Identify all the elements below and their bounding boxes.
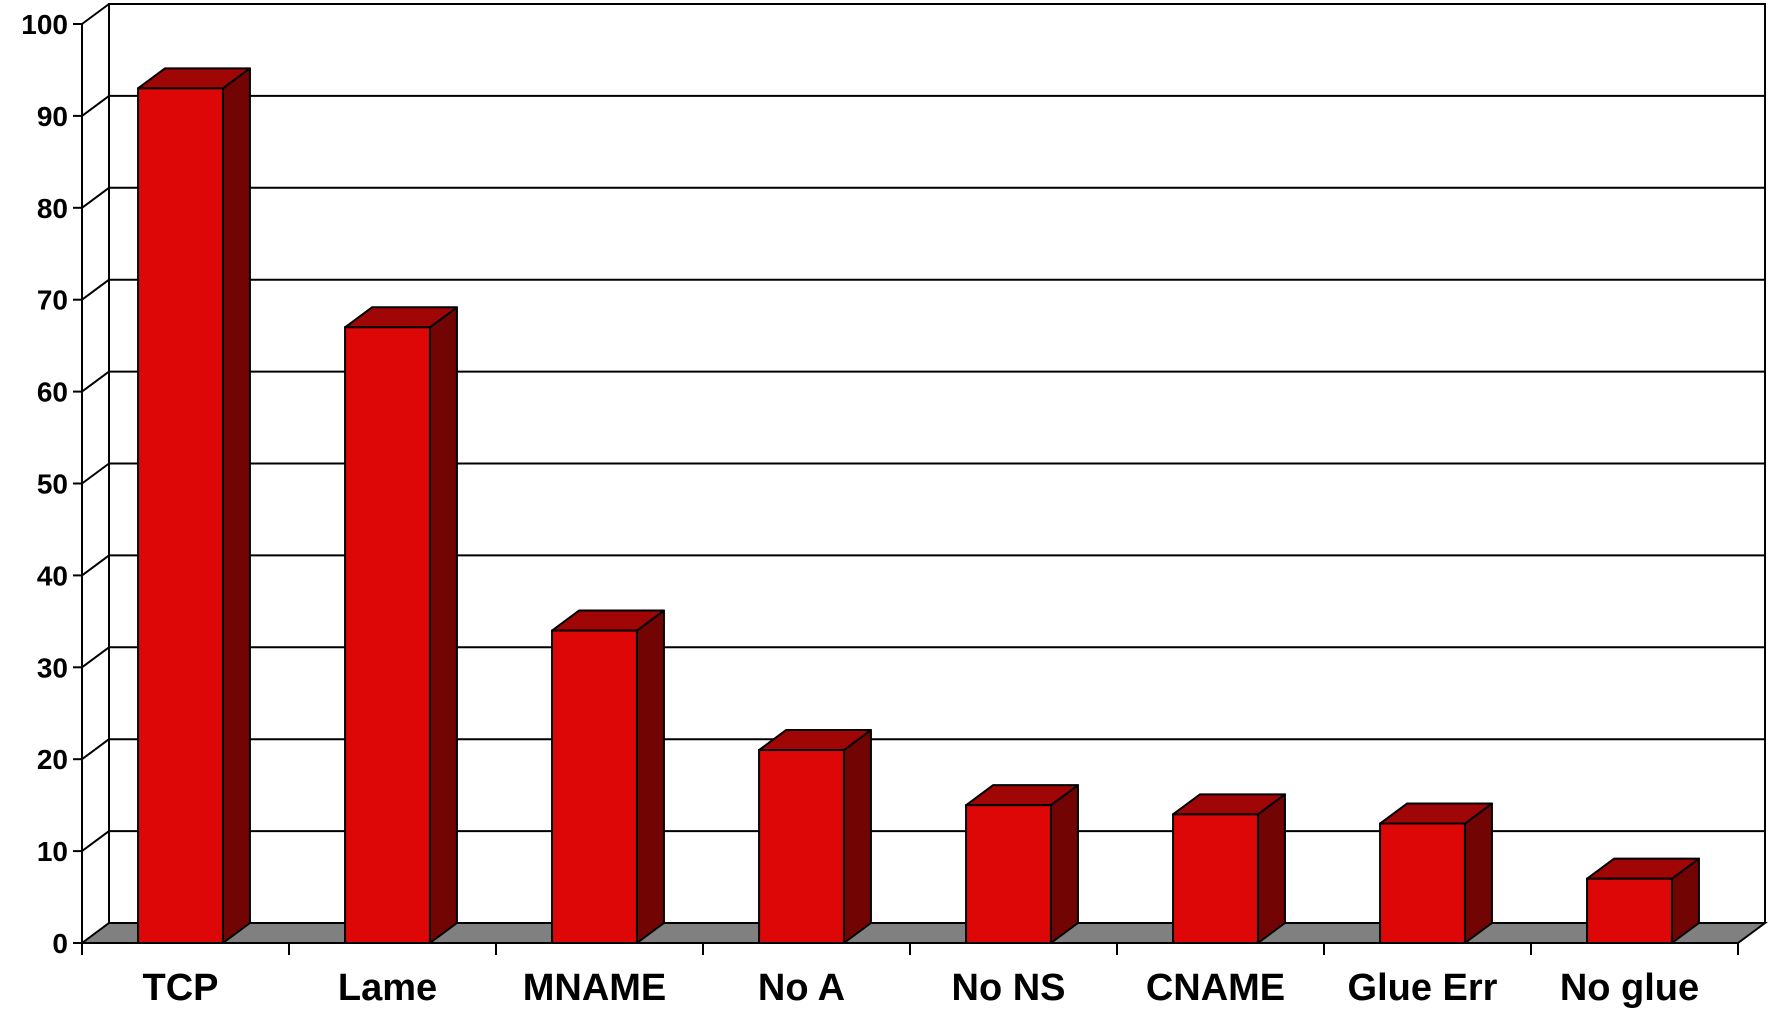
bar-no-ns [965, 784, 1079, 945]
x-axis-labels: TCP Lame MNAME No A No NS CNAME Glue Err No glu… [81, 943, 1739, 1009]
bar-front-face [1172, 813, 1259, 945]
bar-side-face [221, 67, 251, 944]
bar-front-face [758, 749, 845, 945]
side-gridline-30 [81, 646, 110, 669]
bar-front-face [1586, 877, 1673, 944]
x-label-mname: MNAME [523, 967, 667, 1009]
y-tick-label-10: 10 [37, 836, 68, 867]
bar-front-face [551, 629, 638, 944]
x-label-glue-err: Glue Err [1348, 967, 1498, 1009]
bar-lame [344, 306, 458, 944]
side-gridline-50 [81, 462, 110, 485]
y-tick-label-80: 80 [37, 193, 68, 224]
x-label-lame: Lame [338, 967, 437, 1009]
side-gridline-80 [81, 186, 110, 209]
x-label-no-a: No A [758, 967, 845, 1009]
y-tick-label-40: 40 [37, 560, 68, 591]
y-tick-label-70: 70 [37, 285, 68, 316]
bar-side-face [842, 729, 872, 944]
x-label-tcp: TCP [143, 967, 219, 1009]
y-tick-label-100: 100 [21, 9, 68, 40]
y-tick-label-90: 90 [37, 101, 68, 132]
bar-side-face [428, 306, 458, 944]
bars [137, 67, 1700, 945]
side-gridline-70 [81, 278, 110, 301]
x-label-no-glue: No glue [1560, 967, 1699, 1009]
bar-side-face [635, 609, 665, 944]
bar-front-face [137, 87, 224, 944]
side-gridline-100 [81, 3, 110, 25]
bar-side-face [1049, 784, 1079, 944]
y-tick-label-0: 0 [52, 928, 68, 959]
floor-plane [78, 922, 1769, 944]
bar-front-face [344, 326, 431, 944]
side-gridline-40 [81, 554, 110, 577]
side-gridline-60 [81, 370, 110, 393]
bar-side-face [1256, 793, 1286, 944]
bar-no-glue [1586, 857, 1700, 944]
bar-front-face [1379, 822, 1466, 945]
y-tick-label-60: 60 [37, 377, 68, 408]
gridlines [81, 3, 1765, 852]
bar-mname [551, 609, 665, 944]
bar-no-a [758, 729, 872, 945]
y-tick-label-30: 30 [37, 652, 68, 683]
y-axis-ticks: 0 10 20 30 40 50 60 70 80 90 100 [21, 9, 82, 959]
side-gridline-90 [81, 95, 110, 117]
x-label-cname: CNAME [1146, 967, 1285, 1009]
y-tick-label-50: 50 [37, 469, 68, 500]
bar-front-face [965, 804, 1052, 945]
bar-cname [1172, 793, 1286, 945]
side-gridline-10 [81, 830, 110, 852]
y-tick-label-20: 20 [37, 744, 68, 775]
bar-glue-err [1379, 802, 1493, 945]
side-gridline-20 [81, 738, 110, 761]
chart-floor [78, 922, 1769, 944]
x-label-no-ns: No NS [952, 967, 1066, 1009]
bar-tcp [137, 67, 251, 944]
bar-side-face [1463, 802, 1493, 944]
